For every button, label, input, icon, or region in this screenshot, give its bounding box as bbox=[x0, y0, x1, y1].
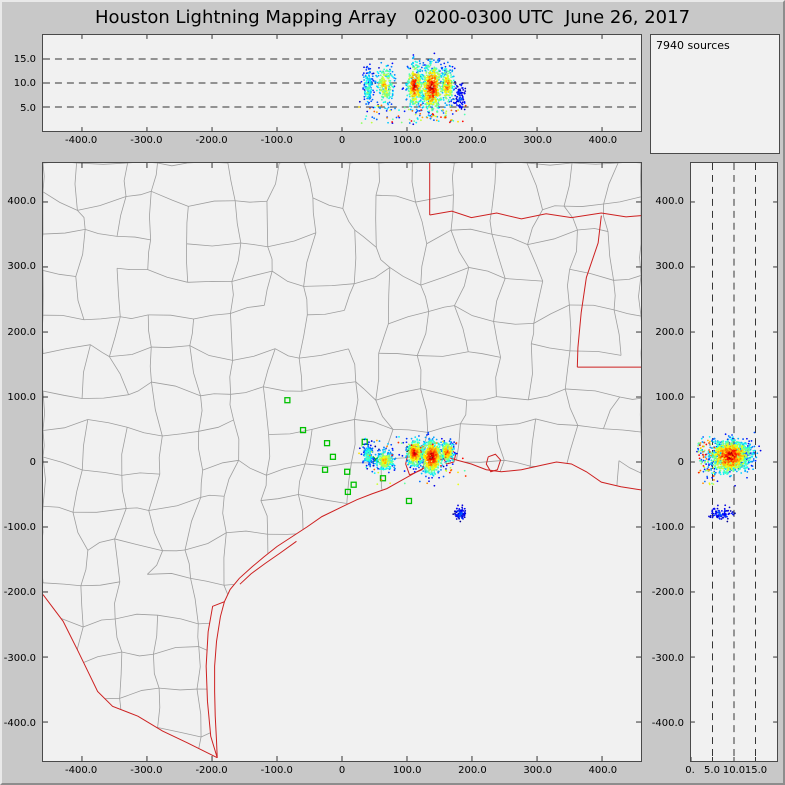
sources-count-box: 7940 sources bbox=[650, 34, 780, 154]
axis-tick-label: 400.0 bbox=[655, 196, 684, 208]
top-panel-eastwest-axis-labels: -400.0 -300.0 -200.0 -100.0 0 100.0 200.0 300.0… bbox=[42, 135, 642, 149]
axis-tick-label: -400.0 bbox=[3, 717, 36, 729]
axis-tick-label: -200.0 bbox=[3, 587, 36, 599]
map-northsouth-axis-labels: 400.0 300.0 200.0 100.0 0 -100.0 -200.0 -300.0 -… bbox=[2, 162, 39, 762]
axis-tick-label: -100.0 bbox=[260, 765, 293, 776]
axis-tick-label: 0. bbox=[685, 765, 695, 776]
axis-tick-label: 100.0 bbox=[655, 391, 684, 403]
axis-tick-label: 15.0 bbox=[744, 765, 768, 776]
axis-tick-label: 300.0 bbox=[655, 261, 684, 273]
axis-tick-label: 5.0 bbox=[20, 102, 36, 114]
top-panel-ticks bbox=[81, 35, 603, 131]
lma-station-markers bbox=[284, 397, 413, 505]
axis-tick-label: 200.0 bbox=[7, 326, 36, 338]
axis-tick-label: 0 bbox=[29, 457, 36, 468]
axis-tick-label: -200.0 bbox=[195, 765, 228, 776]
axis-tick-label: 300.0 bbox=[7, 261, 36, 273]
axis-tick-label: -400.0 bbox=[65, 135, 98, 146]
axis-tick-label: -100.0 bbox=[651, 522, 684, 534]
axis-tick-label: 300.0 bbox=[523, 135, 552, 146]
axis-tick-label: 400.0 bbox=[588, 765, 618, 776]
axis-tick-label: 0 bbox=[338, 135, 346, 146]
axis-tick-label: 200.0 bbox=[458, 765, 487, 776]
axis-tick-label: 100.0 bbox=[392, 765, 422, 776]
altitude-vs-northsouth-panel[interactable] bbox=[690, 162, 778, 762]
axis-tick-label: 0 bbox=[338, 765, 346, 776]
axis-tick-label: 300.0 bbox=[523, 765, 552, 776]
axis-tick-label: 200.0 bbox=[458, 135, 487, 146]
axis-tick-label: 15.0 bbox=[13, 53, 36, 65]
lightning-sources-plan-view bbox=[358, 431, 467, 523]
axis-tick-label: -400.0 bbox=[651, 717, 684, 729]
axis-tick-label: -200.0 bbox=[195, 135, 228, 146]
axis-tick-label: 100.0 bbox=[392, 135, 422, 146]
axis-tick-label: 10.0 bbox=[13, 78, 36, 89]
sources-count-label: 7940 sources bbox=[656, 39, 730, 52]
page-title: Houston Lightning Mapping Array 0200-030… bbox=[94, 7, 691, 28]
axis-tick-label: 100.0 bbox=[7, 391, 36, 403]
axis-tick-label: -300.0 bbox=[130, 765, 163, 776]
axis-tick-label: 5.0 bbox=[704, 765, 720, 776]
gulf-and-mexico-mask bbox=[43, 456, 641, 761]
altitude-vs-eastwest-panel[interactable] bbox=[42, 34, 642, 132]
axis-tick-label: -100.0 bbox=[3, 522, 36, 534]
state-borders-and-coastline bbox=[43, 163, 641, 759]
map-eastwest-axis-labels: -400.0 -300.0 -200.0 -100.0 0 100.0 200.0 300.0… bbox=[42, 765, 642, 779]
axis-tick-label: -300.0 bbox=[130, 135, 163, 146]
plan-view-map-panel[interactable] bbox=[42, 162, 642, 762]
axis-tick-label: -200.0 bbox=[651, 587, 684, 599]
right-panel-northsouth-axis-labels: 400.0 300.0 200.0 100.0 0 -100.0 -200.0 -300.0 -… bbox=[650, 162, 687, 762]
axis-tick-label: 200.0 bbox=[655, 326, 684, 338]
axis-tick-label: 400.0 bbox=[7, 196, 36, 208]
map-ticks bbox=[43, 163, 641, 761]
axis-tick-label: -100.0 bbox=[260, 135, 293, 146]
axis-tick-label: -400.0 bbox=[65, 765, 98, 776]
axis-tick-label: -300.0 bbox=[3, 652, 36, 664]
axis-tick-label: 10.0 bbox=[722, 765, 746, 776]
top-panel-altitude-axis-labels: 15.0 10.0 5.0 bbox=[2, 34, 39, 132]
lightning-sources-altitude-ew bbox=[358, 52, 467, 126]
right-panel-ticks bbox=[691, 201, 777, 761]
right-panel-altitude-axis-labels: 0. 5.0 10.0 15.0 bbox=[685, 765, 778, 779]
lightning-sources-altitude-ns bbox=[696, 431, 762, 523]
axis-tick-label: 0 bbox=[677, 457, 684, 468]
axis-tick-label: -300.0 bbox=[651, 652, 684, 664]
axis-tick-label: 400.0 bbox=[588, 135, 618, 146]
